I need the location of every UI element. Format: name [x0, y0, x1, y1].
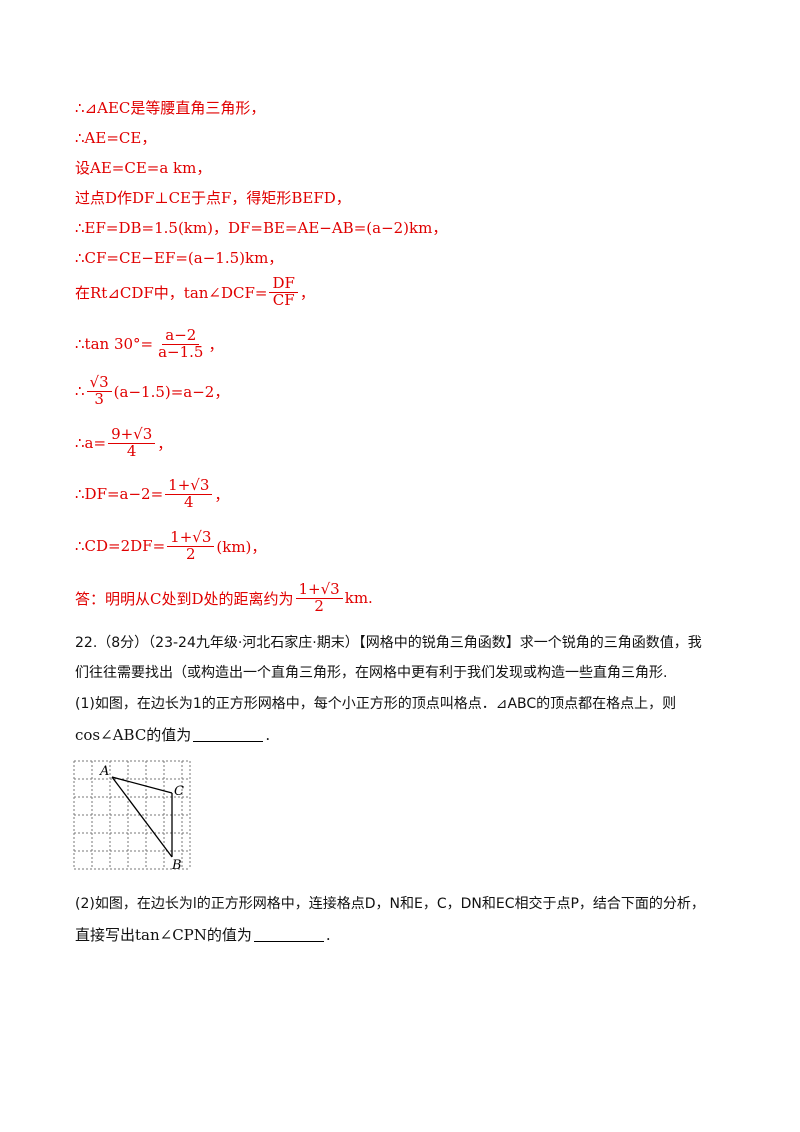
fraction-numerator: DF: [269, 275, 298, 293]
solution-line-10: ∴a= 9+√3 4 ，: [75, 426, 173, 460]
fraction-denominator: a−1.5: [158, 342, 204, 361]
question-header-cont: 们往往需要找出（或构造出一个直角三角形，在网格中更有利于我们发现或构造一些直角三…: [75, 665, 668, 681]
grid-figure: A C B: [73, 760, 191, 873]
solution-line-7: 在Rt⊿CDF中，tan∠DCF= DF CF ，: [75, 275, 315, 309]
part2-end: .: [325, 925, 331, 944]
solution-line-8: ∴tan 30°= a−2 a−1.5 ，: [75, 327, 224, 361]
fraction-numerator: a−2: [162, 327, 200, 345]
line8-prefix: ∴tan 30°=: [75, 335, 154, 354]
solution-line-3: 设AE=CE=a km，: [75, 159, 212, 177]
question-part1-answer-line: cos∠ABC的值为 .: [75, 724, 270, 745]
line7-prefix: 在Rt⊿CDF中，tan∠DCF=: [75, 283, 268, 302]
fraction-sqrt3-over-3: √3 3: [86, 374, 112, 408]
line12-prefix: ∴CD=2DF=: [75, 537, 166, 556]
fraction-tan30: a−2 a−1.5: [155, 327, 206, 361]
segment-ac: [111, 776, 173, 794]
label-b: B: [171, 858, 182, 873]
part2-prompt: 直接写出tan∠CPN的值为: [75, 926, 252, 944]
answer-line: 答：明明从C处到D处的距离约为 1+√3 2 km.: [75, 581, 373, 615]
fraction-numerator: 1+√3: [167, 529, 215, 547]
segment-ab: [111, 776, 173, 858]
part1-prompt: cos∠ABC的值为: [75, 726, 192, 744]
fraction-answer: 1+√3 2: [295, 581, 343, 615]
fraction-denominator: 3: [94, 389, 104, 408]
line10-suffix: ，: [157, 434, 173, 453]
line11-suffix: ，: [214, 485, 230, 504]
line10-prefix: ∴a=: [75, 434, 107, 453]
line12-suffix: (km)，: [216, 537, 267, 556]
label-c: C: [174, 784, 184, 799]
line8-suffix: ，: [208, 335, 224, 354]
label-a: A: [99, 764, 109, 779]
fraction-numerator: 1+√3: [295, 581, 343, 599]
question-part2-answer-line: 直接写出tan∠CPN的值为 .: [75, 924, 331, 945]
fraction-df-value: 1+√3 4: [165, 477, 213, 511]
fraction-denominator: CF: [272, 290, 295, 309]
fraction-cd-value: 1+√3 2: [167, 529, 215, 563]
fraction-numerator: 9+√3: [108, 426, 156, 444]
line7-suffix: ，: [299, 283, 315, 302]
fraction-df-cf: DF CF: [269, 275, 298, 309]
part1-end: .: [265, 725, 271, 744]
fraction-a-value: 9+√3 4: [108, 426, 156, 460]
line9-suffix: (a−1.5)=a−2，: [113, 382, 230, 401]
fraction-denominator: 4: [184, 492, 194, 511]
answer-prefix: 答：明明从C处到D处的距离约为: [75, 589, 294, 608]
solution-line-11: ∴DF=a−2= 1+√3 4 ，: [75, 477, 230, 511]
solution-line-9: ∴ √3 3 (a−1.5)=a−2，: [75, 374, 230, 408]
solution-line-6: ∴CF=CE−EF=(a−1.5)km，: [75, 249, 284, 267]
fraction-denominator: 2: [186, 544, 196, 563]
solution-line-12: ∴CD=2DF= 1+√3 2 (km)，: [75, 529, 267, 563]
fraction-denominator: 4: [126, 441, 137, 460]
question-part1: (1)如图，在边长为1的正方形网格中，每个小正方形的顶点叫格点．⊿ABC的顶点都…: [75, 696, 677, 712]
question-part2: (2)如图，在边长为l的正方形网格中，连接格点D，N和E，C，DN和EC相交于点…: [75, 896, 705, 912]
answer-blank-1[interactable]: [193, 727, 264, 742]
solution-line-2: ∴AE=CE，: [75, 129, 157, 147]
solution-line-5: ∴EF=DB=1.5(km)，DF=BE=AE−AB=(a−2)km，: [75, 219, 448, 237]
fraction-denominator: 2: [314, 596, 324, 615]
solution-line-1: ∴⊿AEC是等腰直角三角形，: [75, 99, 266, 117]
answer-suffix: km.: [344, 589, 373, 608]
fraction-numerator: √3: [86, 374, 112, 392]
solution-line-4: 过点D作DF⊥CE于点F，得矩形BEFD，: [75, 189, 351, 207]
answer-blank-2[interactable]: [253, 927, 324, 942]
fraction-numerator: 1+√3: [165, 477, 213, 495]
line9-prefix: ∴: [75, 382, 85, 401]
line11-prefix: ∴DF=a−2=: [75, 485, 164, 504]
question-header: 22.（8分）（23-24九年级·河北石家庄·期末）【网格中的锐角三角函数】求一…: [75, 635, 702, 651]
